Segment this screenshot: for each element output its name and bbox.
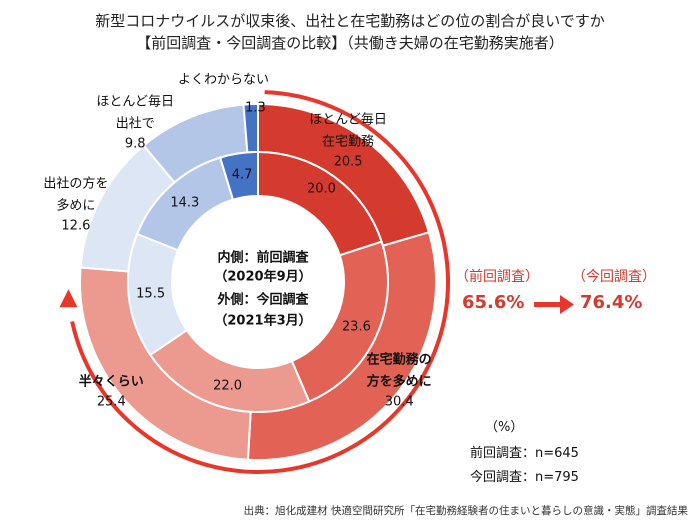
category-label-mostly-home-1: ほとんど毎日 [309,112,387,128]
category-label-more-home-2: 方を多めに [366,374,432,390]
outer-value-mostly-office: 9.8 [124,136,146,152]
inner-value-half: 22.0 [213,378,243,394]
inner-ring [127,150,389,413]
category-label-mostly-office-1: ほとんど毎日 [96,94,175,110]
inner-value-unknown: 4.7 [231,167,253,183]
outer-value-mostly-home: 20.5 [333,154,363,170]
category-label-mostly-home-2: 在宅勤務 [322,134,375,150]
circular-arrow-head [59,289,78,308]
inner-slice-unknown [218,150,259,201]
source-note: 出典：旭化成建材 快適空間研究所「在宅勤務経験者の住まいと暮らしの意識・実態」調… [243,505,688,517]
inner-value-more-home: 23.6 [341,319,371,335]
legend-inner-line1: 内側：前回調査 [217,250,309,266]
curr-survey-label: （今回調査） [572,269,656,285]
category-label-more-office-2: 多めに [56,198,96,214]
prev-survey-value: 65.6% [462,292,525,313]
comparison-arrow-head [560,295,574,314]
outer-value-half: 25.4 [96,394,126,410]
prev-sample-size: 前回調査：n=645 [470,446,579,461]
legend-outer-line1: 外側：今回調査 [217,292,309,308]
legend-inner-line2: （2020年9月） [214,269,312,285]
arrows [59,90,574,474]
category-label-more-home-1: 在宅勤務の [366,352,432,368]
category-label-mostly-office-2: 出社で [115,116,155,132]
unit-note: （%） [485,420,524,435]
outer-value-more-home: 30.4 [384,394,414,410]
outer-value-unknown: 1.3 [245,100,266,116]
inner-value-mostly-office: 14.3 [170,195,200,211]
chart-title-line1: 新型コロナウイルスが収束後、出社と在宅勤務はどの位の割合が良いですか [95,12,605,30]
circular-arrow-shaft [70,90,450,474]
category-label-unknown-1: よくわからない [177,72,269,88]
category-label-more-office-1: 出社の方を [43,176,109,192]
inner-value-mostly-home: 20.0 [306,181,336,197]
prev-survey-label: （前回調査） [455,269,539,285]
inner-value-more-office: 15.5 [136,286,166,302]
curr-survey-value: 76.4% [580,292,643,313]
comparison-arrow-shaft [534,302,562,307]
category-label-half-1: 半々くらい [78,374,144,390]
outer-value-more-office: 12.6 [61,218,91,234]
legend-outer-line2: （2021年3月） [214,313,312,329]
curr-sample-size: 今回調査：n=795 [470,470,579,485]
chart-title-line2: 【前回調査・今回調査の比較】（共働き夫婦の在宅勤務実施者） [136,34,564,52]
